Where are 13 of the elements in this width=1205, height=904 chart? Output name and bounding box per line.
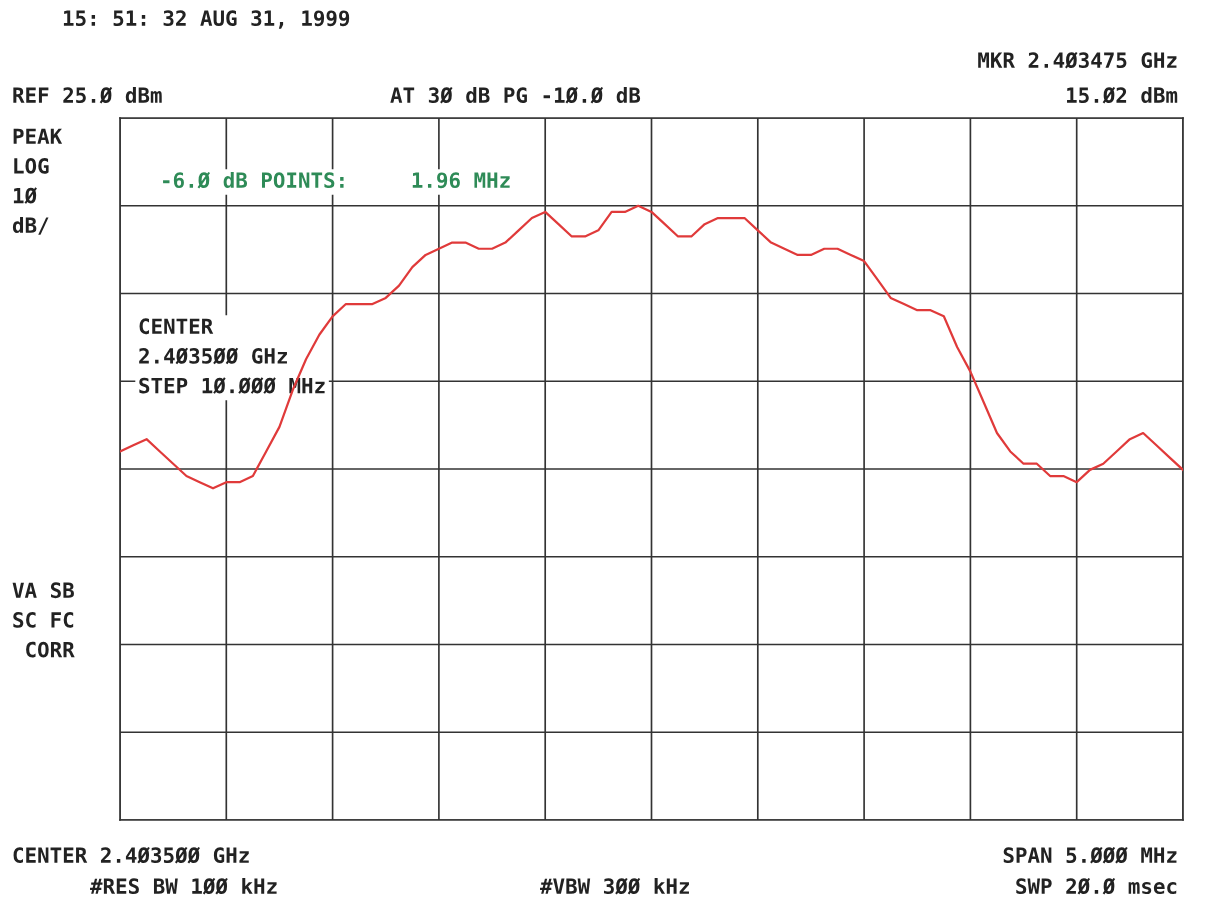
text: SWP 2Ø.Ø msec <box>1016 877 1177 895</box>
text: CENTER 2.4Ø35ØØ GHz <box>13 846 249 864</box>
text: #RES BW 1ØØ kHz <box>90 877 277 895</box>
text: -6.Ø dB POINTS: 1.96 MHz <box>163 171 510 189</box>
text: MKR 2.4Ø3475 GHz <box>978 51 1177 69</box>
text: 15.Ø2 dBm <box>1067 86 1178 104</box>
text: SPAN 5.ØØØ MHz <box>1003 846 1177 864</box>
text: REF 25.Ø dBm <box>13 86 162 104</box>
text: VA SB SC FC CORR <box>12 582 75 658</box>
text: 15: 51: 32 AUG 31, 1999 <box>63 10 350 29</box>
text: AT 3Ø dB PG -1Ø.Ø dB <box>390 86 641 104</box>
text: #VBW 3ØØ kHz <box>540 877 689 895</box>
text: PEAK LOG 1Ø dB/ <box>12 128 63 235</box>
